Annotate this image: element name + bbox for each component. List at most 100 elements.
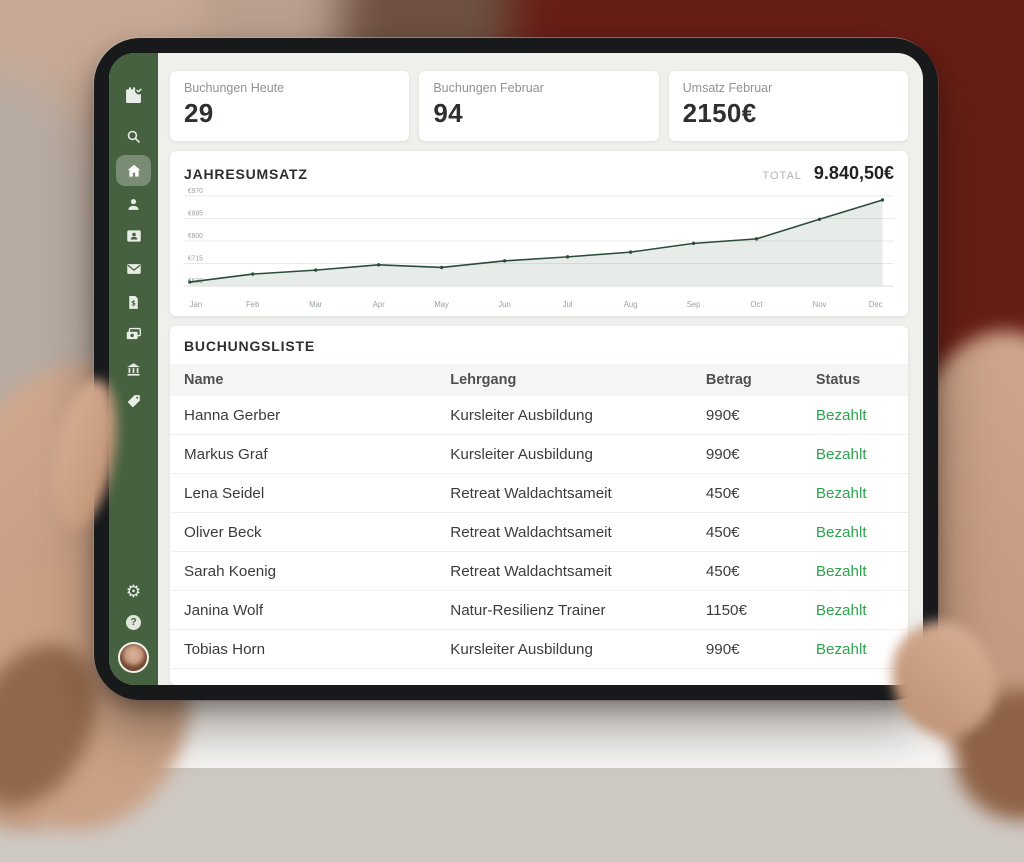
cell-status: Bezahlt [815,562,867,580]
cell-name: Tobias Horn [184,640,266,658]
search-icon [125,128,142,145]
app-screen: $ [109,53,923,685]
stat-label: Buchungen Februar [433,81,544,95]
sidebar-item-search[interactable] [116,124,152,148]
cell-betrag: 990€ [705,445,740,463]
column-header: Status [815,372,861,388]
booking-check-icon [123,85,144,106]
x-axis-tick-label: Sep [687,300,701,309]
stat-label: Buchungen Heute [184,81,285,95]
contact-card-icon [125,227,143,245]
stat-card-revenue-february: Umsatz Februar 2150€ [668,71,908,141]
cell-lehrgang: Kursleiter Ausbildung [450,445,593,463]
x-axis-tick-label: Aug [624,300,638,309]
cell-name: Janina Wolf [184,601,264,619]
cell-status: Bezahlt [815,406,867,424]
cell-lehrgang: Kursleiter Ausbildung [450,406,593,424]
gear-icon: ⚙ [125,581,142,602]
x-axis-tick-label: May [434,300,449,309]
help-icon: ? [130,617,137,628]
y-axis-tick-label: €800 [188,233,203,240]
table-row[interactable]: Sarah Koenig Retreat Waldachtsameit 450€ Be… [170,552,908,591]
chart-title: JAHRESUMSATZ [184,166,308,182]
sidebar-item-help[interactable]: ? [126,615,141,630]
total-value: 9.840,50€ [813,163,894,183]
cell-betrag: 450€ [705,523,740,541]
table-row[interactable]: Hanna Gerber Kursleiter Ausbildung 990€ Bez… [170,396,908,435]
cell-name: Lena Seidel [184,484,265,502]
chart-total: TOTAL 9.840,50€ [762,163,894,184]
y-axis-tick-label: €715 [188,255,203,262]
person-icon [125,196,142,213]
chart-data-point [628,250,633,254]
stat-value: 94 [433,98,463,128]
cell-lehrgang: Retreat Waldachtsameit [450,523,612,541]
cell-name: Oliver Beck [184,523,262,541]
table-row[interactable]: Markus Graf Kursleiter Ausbildung 990€ Beza… [170,435,908,474]
cell-betrag: 450€ [705,562,740,580]
home-icon [125,162,143,180]
x-axis-tick-label: Feb [246,300,260,309]
cell-status: Bezahlt [815,523,867,541]
chart-header: JAHRESUMSATZ TOTAL 9.840,50€ [184,163,894,184]
sidebar-item-bank[interactable] [116,357,152,381]
chart-data-point [817,217,822,221]
chart-data-point [314,268,318,272]
main-content: Buchungen Heute 29 Buchungen Februar 94 … [158,53,923,685]
cell-lehrgang: Retreat Waldachtsameit [450,484,612,502]
chart-data-point [440,265,444,270]
cell-betrag: 990€ [705,406,740,424]
cell-betrag: 990€ [705,640,740,658]
stat-card-bookings-today: Buchungen Heute 29 [170,71,410,141]
sidebar-item-home-active[interactable] [116,155,151,186]
svg-text:$: $ [131,299,136,307]
cell-status: Bezahlt [815,445,867,463]
chart-data-point [691,241,696,246]
cell-status: Bezahlt [815,484,867,502]
stat-value: 29 [184,98,214,128]
stats-row: Buchungen Heute 29 Buchungen Februar 94 … [170,71,908,141]
table-row[interactable]: Oliver Beck Retreat Waldachtsameit 450€ Bez… [170,513,908,552]
chart-data-point [565,255,570,259]
chart-data-point [377,263,381,267]
chart-data-point [880,198,885,202]
x-axis-tick-label: Jun [498,300,510,309]
cell-betrag: 450€ [705,484,740,502]
column-header: Name [184,372,224,388]
column-header: Lehrgang [450,372,517,388]
sidebar-item-tags[interactable] [116,389,152,413]
table-title: BUCHUNGSLISTE [184,338,315,354]
chart-data-point [188,280,192,284]
sidebar-item-bookings[interactable] [116,83,152,107]
sidebar-item-settings[interactable]: ⚙ [116,580,152,604]
sidebar-item-payments[interactable] [116,322,152,346]
x-axis-tick-label: Mar [309,300,323,309]
cell-name: Markus Graf [184,445,268,463]
table-row[interactable]: Tobias Horn Kursleiter Ausbildung 990€ Beza… [170,630,908,669]
sidebar-item-profile[interactable] [116,192,152,216]
x-axis-tick-label: Apr [373,300,385,309]
cell-lehrgang: Kursleiter Ausbildung [450,640,593,658]
cell-name: Sarah Koenig [184,562,277,580]
sidebar: $ [109,53,158,685]
sidebar-item-mail[interactable] [116,257,152,281]
table-header: Name Lehrgang Betrag Status [170,364,908,396]
y-axis-tick-label: €885 [188,210,203,217]
user-avatar[interactable] [118,642,149,673]
sidebar-item-invoices[interactable]: $ [116,290,152,314]
annual-revenue-chart-card: JAHRESUMSATZ TOTAL 9.840,50€ €630 €715 €80… [170,151,908,316]
booking-list-card: BUCHUNGSLISTE Name Lehrgang Betrag Status H… [170,326,908,685]
sidebar-item-contacts[interactable] [116,224,152,248]
y-axis-tick-label: €970 [188,188,203,195]
x-axis-tick-label: Jul [563,300,573,309]
tablet-device: $ [94,38,938,700]
cell-status: Bezahlt [815,601,867,619]
table-row[interactable]: Lena Seidel Retreat Waldachtsameit 450€ Bez… [170,474,908,513]
table-row[interactable]: Janina Wolf Natur-Resilienz Trainer 1150€ B… [170,591,908,630]
mail-icon [125,260,143,278]
bank-icon [125,361,142,378]
tag-icon [126,393,142,409]
x-axis-tick-label: Jan [190,300,202,309]
column-header: Betrag [705,372,752,388]
